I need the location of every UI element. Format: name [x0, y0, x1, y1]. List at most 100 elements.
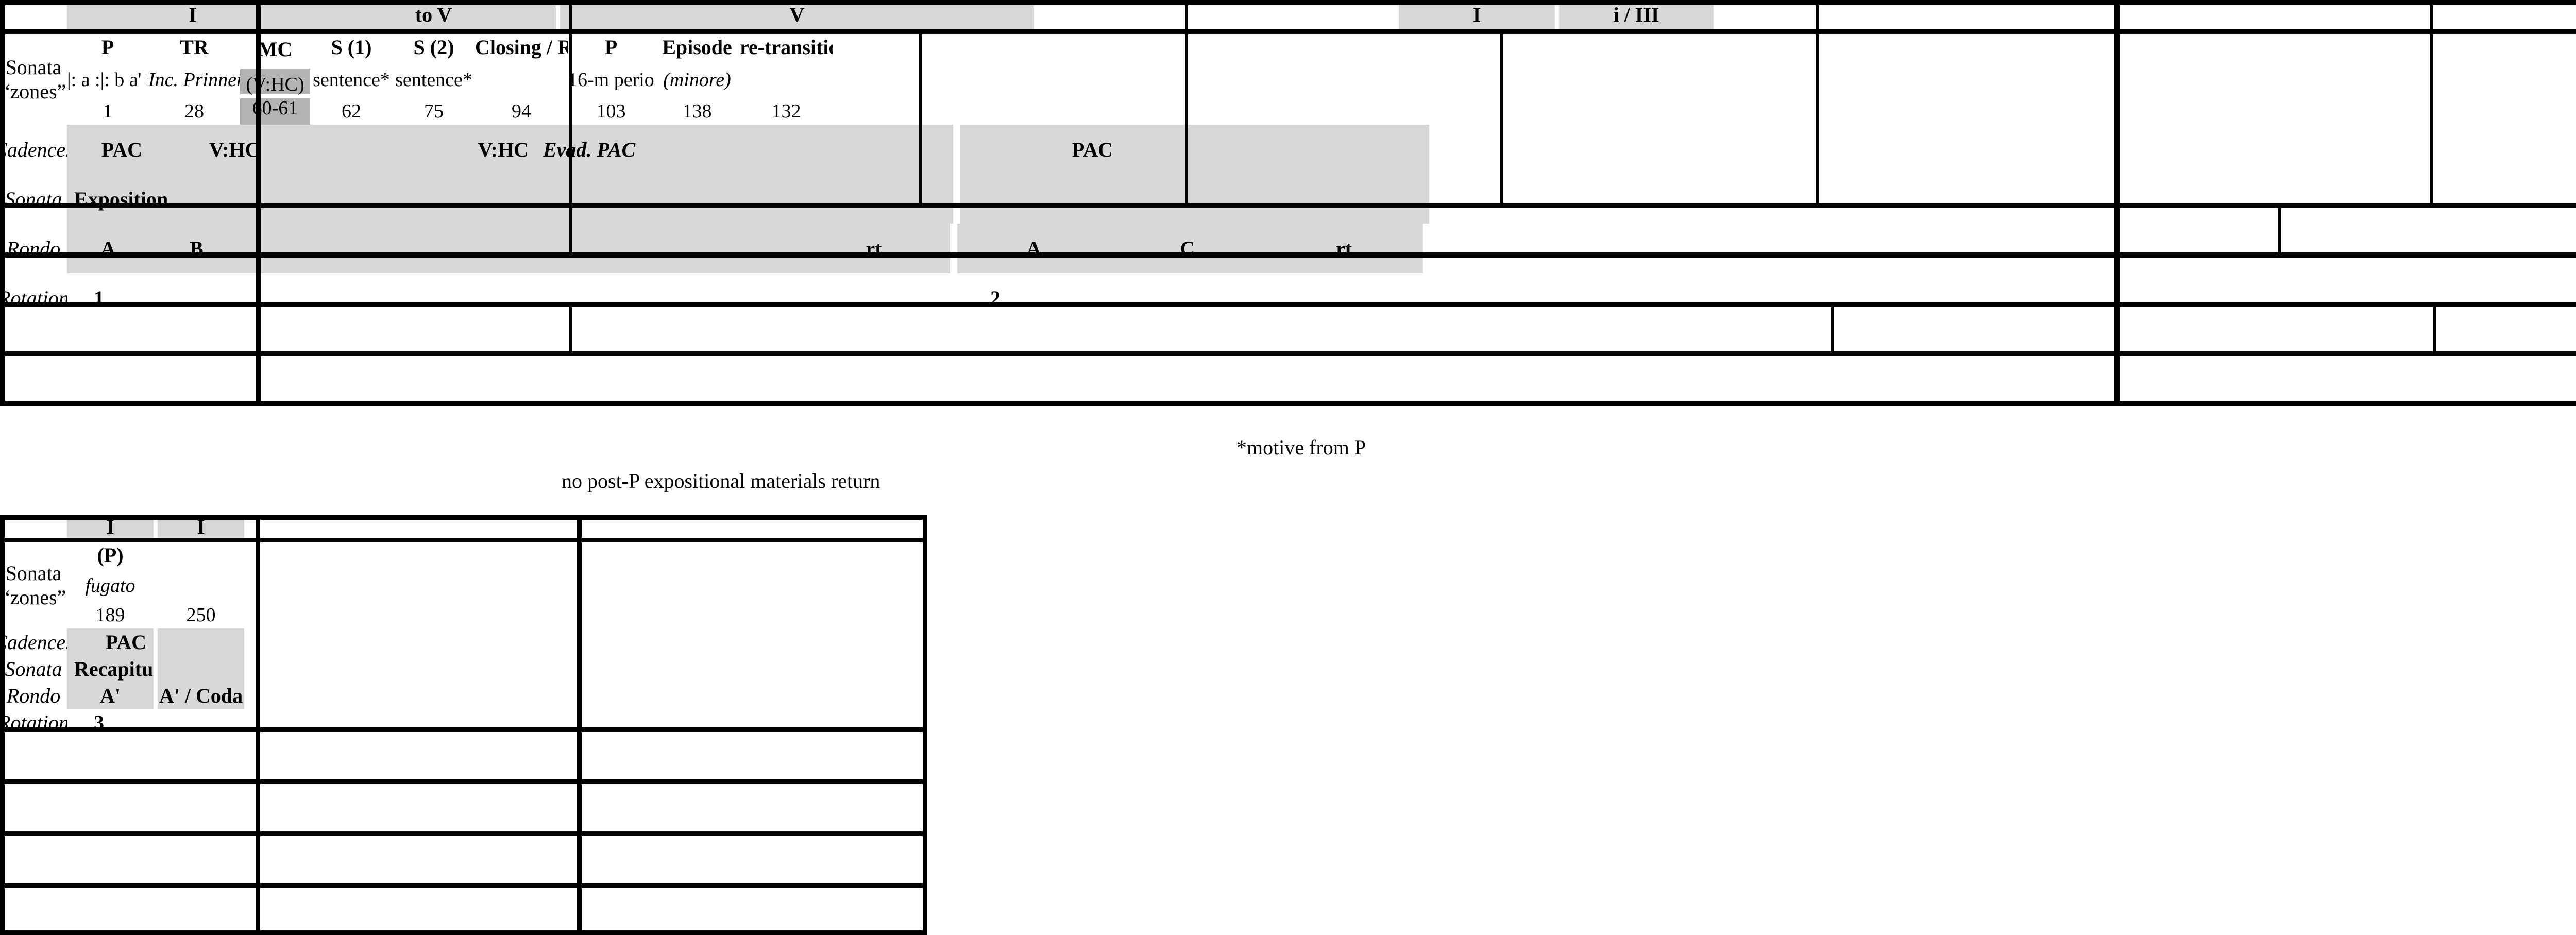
t2-row-label-cadences: Cadences — [0, 628, 67, 655]
row-label-sonata: Sonata — [0, 174, 67, 224]
t1-hline-under-cadences — [0, 252, 2576, 258]
t2-hline-bottom — [0, 930, 927, 935]
cadence-cell-VHC-TR: V:HC — [149, 125, 319, 174]
zone-desc: 16-m period — [568, 69, 654, 91]
t2-sonata-row: Sonata Recapitulation? — [0, 655, 484, 682]
rondo-cell-C: C — [1110, 224, 1265, 273]
t1-hline-top — [0, 0, 2576, 5]
t2-son-divider-0 — [154, 655, 158, 682]
t2-rondo-cell-Aprime-coda: A' / Coda — [158, 682, 244, 709]
zone-desc: Inc. Prinner — [148, 69, 240, 91]
zone-measure: 189 — [95, 604, 125, 626]
rotation-cell-2: 2 — [960, 273, 1429, 322]
rotation-divider-0 — [953, 273, 960, 322]
t2-cad-divider-0 — [154, 628, 158, 655]
t1-vline-label-col — [256, 0, 261, 406]
zone-measure: 250 — [186, 604, 216, 626]
annotation-motive-from-P: *motive from P — [1236, 436, 1366, 459]
t1-vline-ron-3 — [2433, 307, 2436, 351]
t2-hline-under-sonata — [0, 831, 927, 836]
zone-cell-P-exposition: P |: a :|: b a' :| 1 — [67, 34, 148, 125]
cadence-cell-PAC-recap: PAC — [960, 125, 1120, 174]
row-label-sonata-zones-line1: Sonata — [5, 56, 62, 79]
t1-vline-rotation-split — [2114, 0, 2120, 406]
t2-row-label-rondo: Rondo — [0, 682, 67, 709]
zone-measure: 1 — [103, 100, 113, 123]
t1-vline-cad-1 — [569, 208, 572, 252]
t1-vline-zone-1 — [569, 34, 572, 203]
sonata-rondo-form-table-rotation3: I I Sonata “zones” (P) fugato 189 250 Ca… — [0, 515, 484, 736]
t2-hline-under-key — [0, 538, 927, 542]
cadence-cell-VHC-S: V:HC — [319, 125, 536, 174]
zone-cell-S2: S (2) sentence* 75 — [393, 34, 475, 125]
zone-cell-re-transition: re-transition 132 — [740, 34, 833, 125]
zone-measure: 132 — [771, 100, 801, 123]
rondo-cell-rt-2: rt — [1265, 224, 1423, 273]
rondo-cell-B: B — [149, 224, 798, 273]
rondo-cell-A-2: A — [957, 224, 1110, 273]
t1-vline-zone-2 — [919, 34, 922, 203]
t1-hline-under-rotation — [0, 401, 2576, 406]
sonata-rondo-form-table-main: I to V V I i / III Sonata “zones” P |: a… — [0, 0, 2576, 322]
t2-vline-left — [0, 515, 5, 935]
t2-row-label-line1: Sonata — [5, 562, 62, 585]
zone-name: Episode — [662, 36, 732, 59]
annotation-no-post-p: no post-P expositional materials return — [562, 469, 880, 492]
t1-hline-under-sonata — [0, 302, 2576, 307]
cadence-cell-evaded-PAC: Evad. PAC — [536, 125, 953, 174]
t2-zone-divider-0 — [154, 542, 158, 628]
zone-measure: 138 — [682, 100, 712, 123]
zone-measure: 62 — [342, 100, 361, 123]
row-label-sonata-zones-line2: “zones” — [1, 80, 66, 103]
t2-cadence-cell-PAC: PAC — [67, 628, 154, 655]
zone-name: P — [101, 36, 114, 59]
zone-cell-episode: Episode (minore) 138 — [654, 34, 740, 125]
sonata-row: Sonata Exposition — [0, 174, 2576, 224]
row-label-rondo: Rondo — [0, 224, 67, 273]
t1-vline-key-3 — [1816, 0, 1819, 29]
t2-row-label-sonata-zones: Sonata “zones” — [0, 542, 67, 628]
rondo-cell-rt-1: rt — [798, 224, 950, 273]
cadence-cell-PAC-P: PAC — [67, 125, 149, 174]
t1-vline-zone-4 — [1500, 34, 1503, 203]
zone-cell-S1: S (1) sentence* 62 — [310, 34, 393, 125]
zone-cell-TR: TR Inc. Prinner 28 — [148, 34, 240, 125]
zone-desc: |: a :|: b a' :| — [67, 69, 148, 91]
zone-desc: sentence* — [313, 69, 390, 91]
zone-measure: 28 — [184, 100, 204, 123]
t1-vline-key-4 — [2430, 0, 2433, 29]
t2-sonata-cell-recapitulation: Recapitulation? — [67, 655, 154, 682]
t1-vline-ron-1 — [569, 307, 572, 351]
t2-vline-col-split — [577, 515, 582, 935]
t1-hline-under-zones — [0, 203, 2576, 208]
zone-name: S (1) — [331, 36, 372, 59]
key-cell-gap-0 — [67, 0, 74, 29]
t2-vline-right — [923, 515, 927, 935]
zone-measure: 60-61 — [240, 98, 310, 125]
zone-desc: (minore) — [663, 69, 731, 91]
t2-zones-row: Sonata “zones” (P) fugato 189 250 — [0, 542, 484, 628]
t2-rondo-row: Rondo A' A' / Coda — [0, 682, 484, 709]
zone-name: S (2) — [413, 36, 454, 59]
rondo-cell-A-1: A — [67, 224, 149, 273]
t1-hline-under-key — [0, 29, 2576, 34]
t1-vline-cad-2 — [2278, 208, 2281, 252]
rondo-row: Rondo A B rt A C rt — [0, 224, 2576, 273]
rotation-cell-1: 1 — [67, 273, 953, 322]
zone-name: TR — [180, 36, 209, 59]
t2-cadence-cell-blank — [158, 628, 244, 655]
t2-hline-under-cadences — [0, 779, 927, 784]
zone-desc: sentence* — [395, 69, 472, 91]
zone-cell-MC: MC (V:HC) 60-61 — [240, 34, 310, 125]
t1-hline-under-rondo — [0, 351, 2576, 356]
zone-desc: (V:HC) — [240, 68, 310, 95]
zone-measure: 103 — [596, 100, 626, 123]
t1-vline-left — [0, 0, 5, 406]
zone-cell-P-recap: P 16-m period 103 — [568, 34, 654, 125]
t2-rondo-cell-Aprime: A' — [67, 682, 154, 709]
t1-vline-zone-5 — [1816, 34, 1819, 203]
rondo-divider-0 — [950, 224, 957, 273]
t1-vline-zone-6 — [2430, 34, 2433, 203]
zone-measure: 75 — [424, 100, 444, 123]
rotation-row: Rotation 1 2 — [0, 273, 2576, 322]
